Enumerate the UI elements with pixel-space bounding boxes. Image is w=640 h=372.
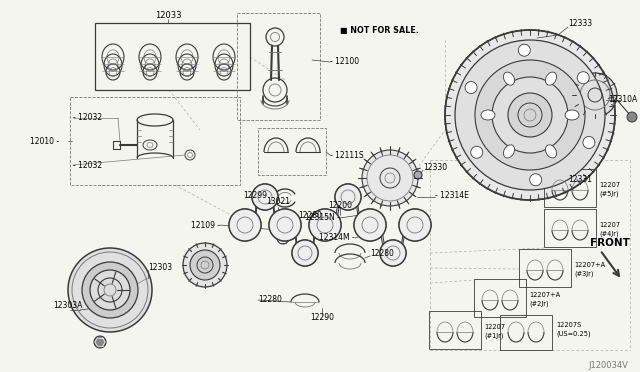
Text: 12207: 12207 [599, 182, 620, 188]
Text: 12330: 12330 [423, 164, 447, 173]
Text: 12207+A: 12207+A [574, 262, 605, 268]
Circle shape [475, 60, 585, 170]
Bar [544, 209, 596, 247]
Text: J120034V: J120034V [588, 360, 628, 369]
Text: ■ NOT FOR SALE.: ■ NOT FOR SALE. [340, 26, 419, 35]
Circle shape [399, 209, 431, 241]
Text: - 12100: - 12100 [330, 58, 359, 67]
Text: 12303: 12303 [148, 263, 172, 273]
Circle shape [508, 93, 552, 137]
Circle shape [471, 146, 483, 158]
Circle shape [292, 240, 318, 266]
Bar [237, 13, 320, 120]
Polygon shape [255, 192, 257, 230]
Text: (#5Jr): (#5Jr) [599, 191, 619, 197]
Circle shape [530, 174, 541, 186]
Text: 12200: 12200 [328, 201, 352, 209]
Circle shape [68, 248, 152, 332]
Circle shape [269, 209, 301, 241]
Circle shape [82, 262, 138, 318]
Text: (#1Jr): (#1Jr) [484, 333, 504, 339]
Circle shape [309, 209, 341, 241]
Text: 12207: 12207 [484, 324, 505, 330]
Text: (#4Jr): (#4Jr) [599, 231, 619, 237]
Circle shape [627, 112, 637, 122]
Text: 12207S: 12207S [556, 322, 581, 328]
Circle shape [583, 137, 595, 148]
Circle shape [414, 171, 422, 179]
Text: 12310A: 12310A [608, 96, 637, 105]
Ellipse shape [504, 145, 515, 158]
Circle shape [455, 40, 605, 190]
Polygon shape [295, 220, 297, 258]
Text: 12280: 12280 [370, 248, 394, 257]
Text: (US=0.25): (US=0.25) [556, 331, 591, 337]
Text: 12280: 12280 [298, 211, 322, 219]
Circle shape [183, 243, 227, 287]
Polygon shape [356, 192, 360, 230]
Ellipse shape [545, 72, 557, 85]
Polygon shape [401, 220, 405, 258]
Circle shape [380, 240, 406, 266]
Circle shape [252, 184, 278, 210]
Circle shape [577, 72, 589, 84]
Bar [474, 279, 526, 317]
Polygon shape [273, 192, 275, 230]
Circle shape [354, 209, 386, 241]
Text: 12280: 12280 [258, 295, 282, 305]
Circle shape [518, 44, 531, 56]
Text: 12207: 12207 [599, 222, 620, 228]
Text: 12299: 12299 [243, 192, 267, 201]
Polygon shape [335, 192, 340, 230]
Text: 12290: 12290 [310, 314, 334, 323]
Text: 13021: 13021 [266, 198, 290, 206]
Polygon shape [313, 220, 315, 258]
Text: 12010 -: 12010 - [30, 137, 59, 145]
Text: 12315N -: 12315N - [305, 214, 340, 222]
Bar [500, 315, 552, 350]
Text: 12331: 12331 [568, 176, 592, 185]
Bar [95, 23, 250, 90]
Circle shape [90, 270, 130, 310]
Text: (#2Jr): (#2Jr) [529, 301, 548, 307]
Circle shape [94, 336, 106, 348]
Circle shape [190, 250, 220, 280]
Circle shape [465, 81, 477, 93]
Text: 12303A: 12303A [53, 301, 83, 310]
Text: 12314M -: 12314M - [319, 234, 355, 243]
Ellipse shape [565, 110, 579, 120]
Ellipse shape [545, 145, 557, 158]
Text: (#3Jr): (#3Jr) [574, 271, 593, 277]
Bar [429, 311, 481, 349]
Text: FRONT: FRONT [590, 238, 630, 248]
Text: 12333: 12333 [568, 19, 592, 29]
Circle shape [362, 150, 418, 206]
Ellipse shape [481, 110, 495, 120]
Text: 12207+A: 12207+A [529, 292, 560, 298]
Polygon shape [380, 220, 385, 258]
Circle shape [335, 184, 361, 210]
Bar [544, 169, 596, 207]
Circle shape [229, 209, 261, 241]
Ellipse shape [504, 72, 515, 85]
Text: 12033: 12033 [155, 12, 181, 20]
Circle shape [492, 77, 568, 153]
Text: - 12314E: - 12314E [435, 190, 469, 199]
Text: 12109 -: 12109 - [191, 221, 220, 230]
Circle shape [445, 30, 615, 200]
Bar [519, 249, 571, 287]
Bar [70, 97, 240, 185]
Circle shape [573, 73, 617, 117]
Text: - 12111S: - 12111S [330, 151, 364, 160]
Text: - 12032: - 12032 [73, 113, 102, 122]
Bar [258, 128, 326, 175]
Text: - 12032: - 12032 [73, 160, 102, 170]
